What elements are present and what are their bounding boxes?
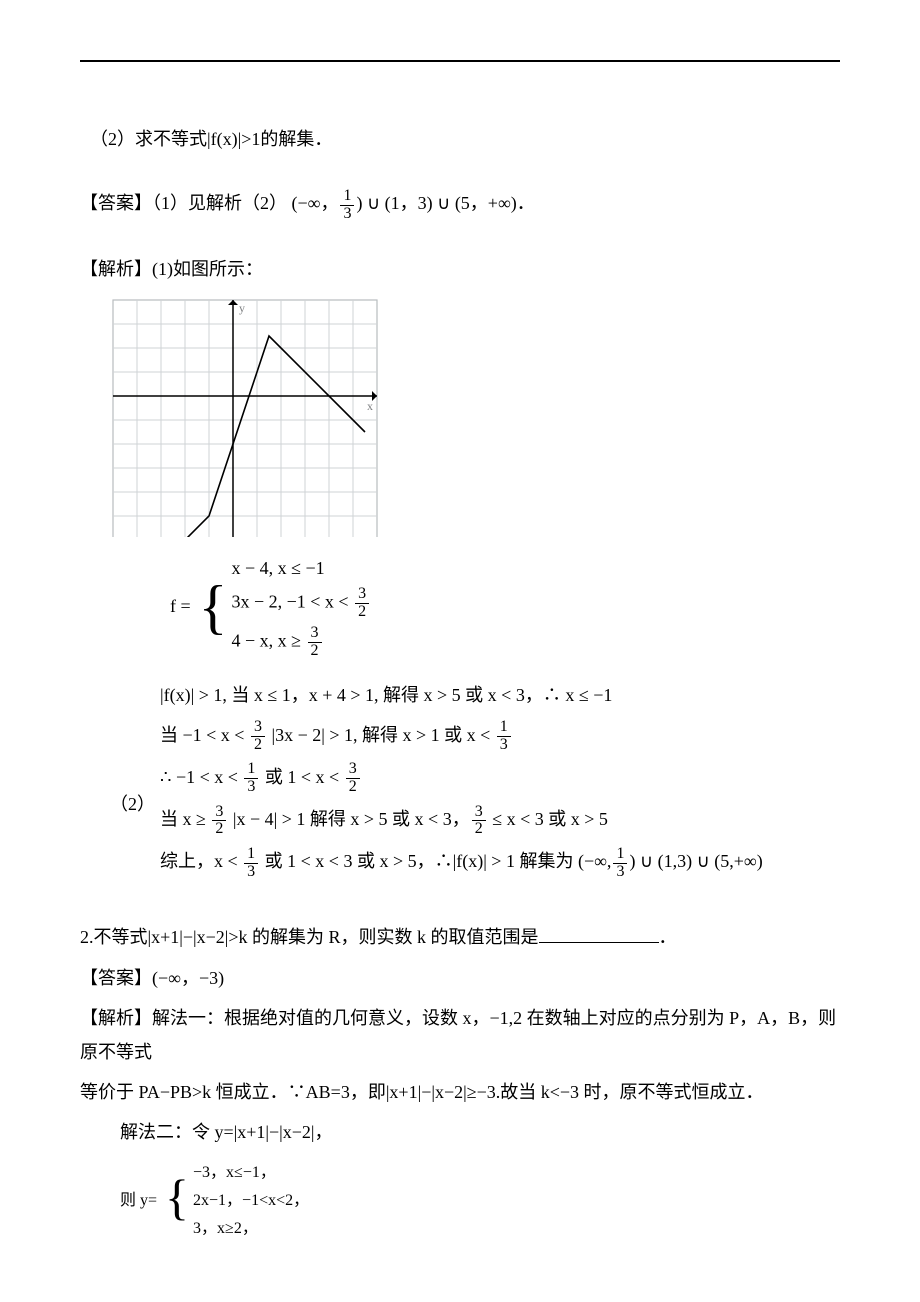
f-row-2: 3x − 2, −1 < x < 32 <box>231 584 371 623</box>
p1-analysis-1: 【解析】(1)如图所示： <box>80 252 840 286</box>
p2-analysis-1: 【解析】解法一：根据绝对值的几何意义，设数 x，−1,2 在数轴上对应的点分别为… <box>80 1001 840 1069</box>
f-row-3: 4 − x, x ≥ 32 <box>231 623 371 662</box>
p2-question: 2.不等式|x+1|−|x−2|>k 的解集为 R，则实数 k 的取值范围是 ． <box>80 920 840 954</box>
p1-q2: （2）求不等式|f(x)|>1的解集． <box>80 122 840 156</box>
graph-svg: xy <box>110 297 380 537</box>
p2-y-row-2: 2x−1，−1<x<2， <box>193 1184 309 1212</box>
sol2-line-4: 当 x ≥ 32 |x − 4| > 1 解得 x > 5 或 x < 3，32… <box>160 802 840 838</box>
p1-answer-prefix: 【答案】（1）见解析（2） <box>80 193 287 213</box>
left-brace-icon: { <box>199 552 228 662</box>
f-def-rows: x − 4, x ≤ −1 3x − 2, −1 < x < 32 4 − x,… <box>231 552 371 662</box>
sol2-label: （2） <box>110 672 160 887</box>
spacer <box>80 162 840 180</box>
spacer <box>80 228 840 246</box>
p2-sol2-head: 解法二：令 y=|x+1|−|x−2|， <box>80 1115 840 1149</box>
solution-2: （2） |f(x)| > 1, 当 x ≤ 1，x + 4 > 1, 解得 x … <box>110 672 840 887</box>
sol2-line-3: ∴ −1 < x < 13 或 1 < x < 32 <box>160 760 840 796</box>
sol2-line-5: 综上，x < 13 或 1 < x < 3 或 x > 5，∴|f(x)| > … <box>160 844 840 880</box>
left-brace-icon: { <box>165 1156 189 1240</box>
p1-graph: xy <box>110 297 840 542</box>
f-definition: f = { x − 4, x ≤ −1 3x − 2, −1 < x < 32 … <box>170 552 840 662</box>
sol2-line-1: |f(x)| > 1, 当 x ≤ 1，x + 4 > 1, 解得 x > 5 … <box>160 678 840 712</box>
spacer <box>80 896 840 914</box>
p2-y-rows: −3，x≤−1， 2x−1，−1<x<2， 3，x≥2， <box>193 1156 309 1240</box>
p2-y-row-3: 3，x≥2， <box>193 1212 309 1240</box>
svg-text:x: x <box>367 399 373 413</box>
p2-y-row-1: −3，x≤−1， <box>193 1156 309 1184</box>
f-def-prefix: f = <box>170 552 195 662</box>
p1-answer: 【答案】（1）见解析（2） (−∞，13) ∪ (1，3) ∪ (5，+∞)． <box>80 186 840 222</box>
p2-q-text: 2.不等式|x+1|−|x−2|>k 的解集为 R，则实数 k 的取值范围是 <box>80 927 539 947</box>
p1-answer-math: (−∞，13) ∪ (1，3) ∪ (5，+∞)． <box>292 193 535 213</box>
sol2-line-2: 当 −1 < x < 32 |3x − 2| > 1, 解得 x > 1 或 x… <box>160 718 840 754</box>
page-root: （2）求不等式|f(x)|>1的解集． 【答案】（1）见解析（2） (−∞，13… <box>0 0 920 1280</box>
p2-y-def: 则 y= { −3，x≤−1， 2x−1，−1<x<2， 3，x≥2， <box>120 1156 840 1240</box>
p2-y-prefix: 则 y= <box>120 1156 161 1240</box>
p2-q-tail: ． <box>659 927 677 947</box>
p2-analysis-2: 等价于 PA−PB>k 恒成立．∵AB=3，即|x+1|−|x−2|≥−3.故当… <box>80 1075 840 1109</box>
f-row-1: x − 4, x ≤ −1 <box>231 552 371 585</box>
p2-answer: 【答案】(−∞，−3) <box>80 961 840 995</box>
page-top-rule <box>80 60 840 62</box>
fill-blank <box>539 924 659 943</box>
svg-text:y: y <box>239 301 245 315</box>
